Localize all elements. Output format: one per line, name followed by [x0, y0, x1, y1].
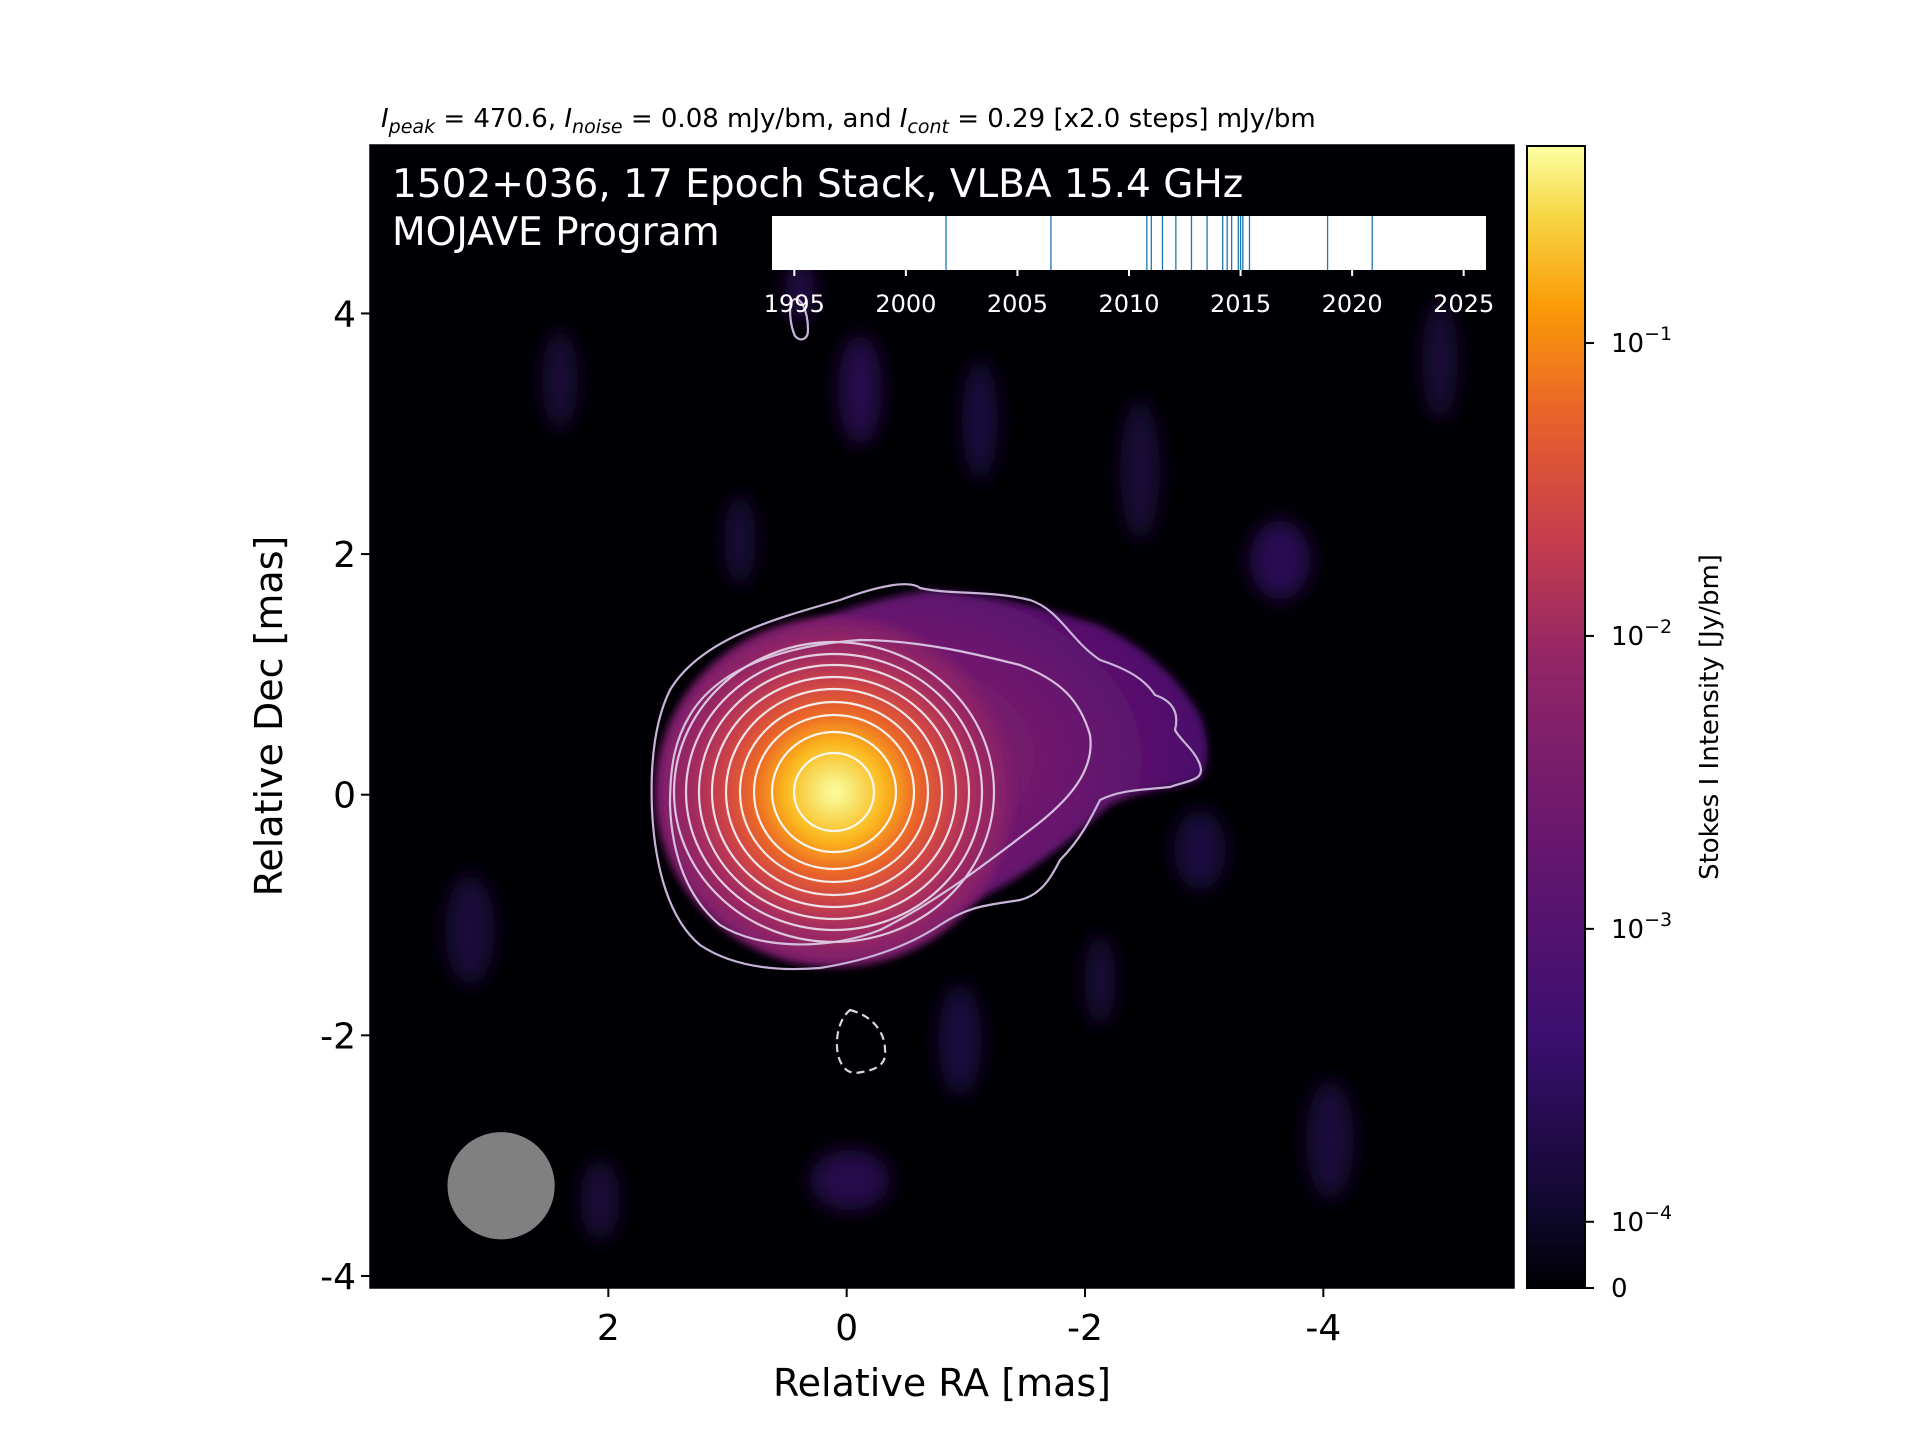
timeline-tick-label: 2010	[1098, 290, 1159, 318]
x-tick-label: -2	[1067, 1308, 1103, 1349]
beam-ellipse	[447, 1132, 555, 1240]
colorbar-label: Stokes I Intensity [Jy/bm]	[1695, 554, 1725, 880]
header-stats: Ipeak = 470.6, Inoise = 0.08 mJy/bm, and…	[381, 104, 1316, 138]
contours	[650, 297, 1203, 1074]
x-axis: 2 0 -2 -4	[597, 1288, 1341, 1349]
plot-frame	[369, 144, 1515, 1289]
x-tick-label: 0	[835, 1308, 858, 1349]
colorbar-tick-label: 10−2	[1611, 616, 1672, 652]
contour-negative	[835, 1008, 887, 1074]
contour-lowest	[650, 583, 1203, 971]
overlay-subtitle: MOJAVE Program	[392, 210, 720, 255]
contour-2	[668, 638, 1092, 946]
colorbar-tick-label: 10−4	[1611, 1202, 1672, 1238]
y-tick-label: 2	[333, 535, 356, 576]
timeline-tick-label: 1995	[764, 290, 825, 318]
intensity-map: 1502+036, 17 Epoch Stack, VLBA 15.4 GHz …	[370, 145, 1514, 1288]
x-tick-label: -4	[1305, 1308, 1341, 1349]
y-tick-label: 4	[333, 294, 356, 335]
colorbar-tick-label: 0	[1611, 1274, 1628, 1304]
x-tick-label: 2	[597, 1308, 620, 1349]
timeline-tick-label: 2025	[1433, 290, 1494, 318]
timeline-tick-label: 2000	[875, 290, 936, 318]
y-axis: 4 2 0 -2 -4	[320, 294, 370, 1298]
y-axis-label: Relative Dec [mas]	[247, 536, 291, 897]
colorbar-tick-label: 10−3	[1611, 909, 1672, 945]
timeline-box	[772, 216, 1486, 270]
overlay-title: 1502+036, 17 Epoch Stack, VLBA 15.4 GHz	[392, 162, 1243, 207]
colorbar: 10−1 10−2 10−3 10−4 0 Stokes I Intensity [Jy…	[1526, 145, 1725, 1304]
epoch-timeline: 1995 2000 2005 2010 2015 2020 2025	[764, 216, 1494, 318]
y-tick-label: -2	[320, 1016, 356, 1057]
timeline-tick-label: 2005	[987, 290, 1048, 318]
x-axis-label: Relative RA [mas]	[773, 1361, 1111, 1405]
y-tick-label: -4	[320, 1257, 356, 1298]
timeline-tick-label: 2020	[1322, 290, 1383, 318]
colorbar-tick-label: 10−1	[1611, 323, 1672, 359]
colorbar-gradient	[1526, 145, 1586, 1289]
contour-blob-top	[789, 297, 810, 341]
y-tick-label: 0	[333, 776, 356, 817]
timeline-tick-label: 2015	[1210, 290, 1271, 318]
